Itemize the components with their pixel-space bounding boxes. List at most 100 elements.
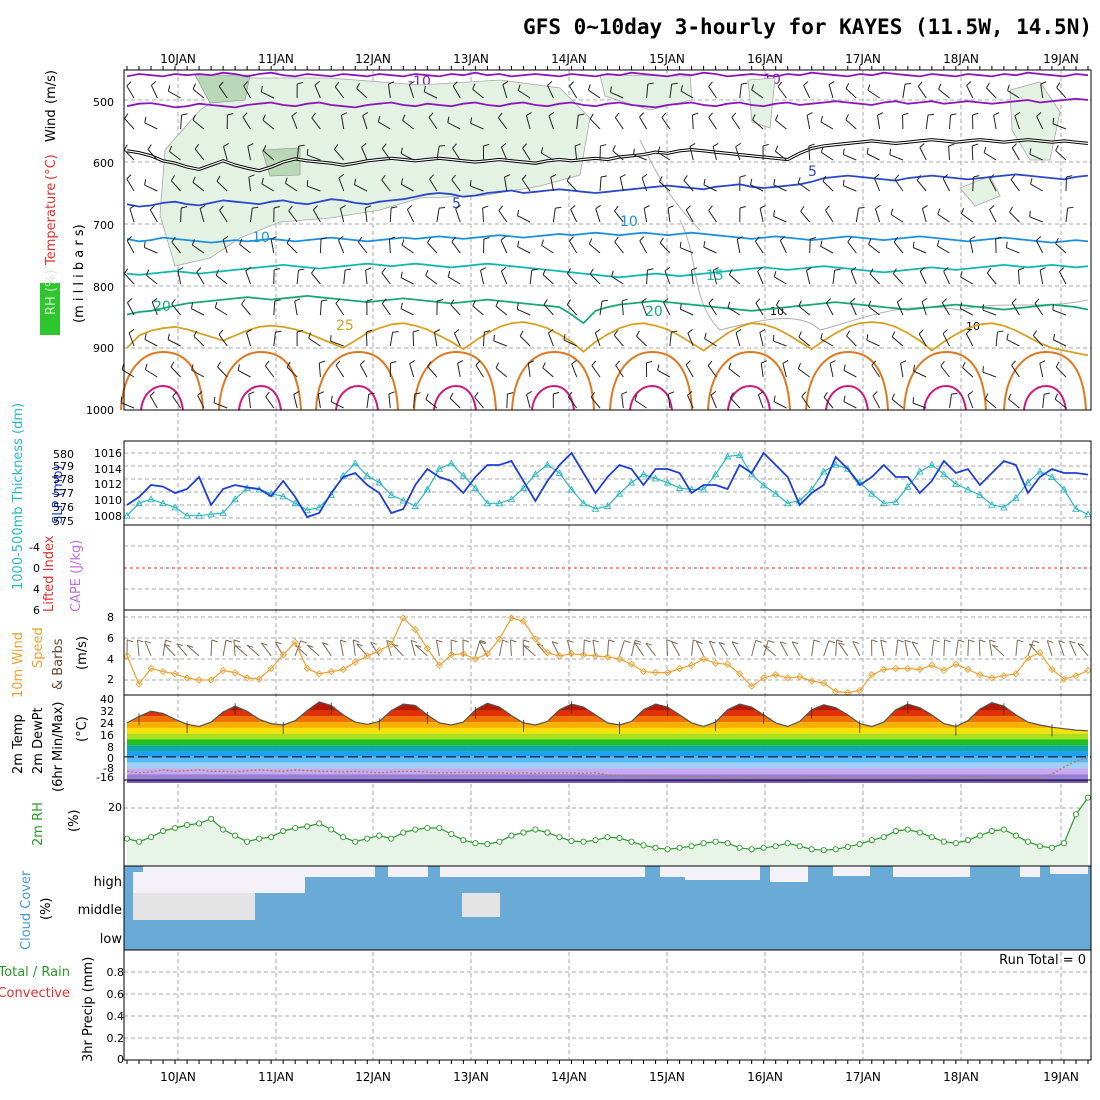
wind-barb-flag <box>270 236 277 240</box>
wind-barb-flag <box>1056 82 1061 88</box>
wind10m-barb <box>989 639 993 656</box>
wind-barb-flag <box>217 361 222 368</box>
wind-barb-flag <box>1007 84 1010 91</box>
wind-barb <box>144 184 158 192</box>
wind-barb-flag <box>297 81 304 85</box>
wind10m-barb <box>370 642 380 657</box>
wind10m-barb-flag <box>261 642 268 646</box>
wind-barb <box>872 395 881 409</box>
wind-barb-flag <box>392 331 399 333</box>
wind10m-speed-marker <box>255 675 263 683</box>
thickness-marker <box>135 499 143 507</box>
wind10m-barb <box>943 639 946 656</box>
wind10m-barb-flag <box>933 639 940 643</box>
wind10m-barb <box>391 643 404 657</box>
isotherm-35-line <box>629 384 673 411</box>
wind10m-barb <box>671 641 681 657</box>
wind-barb <box>311 117 321 130</box>
wind-barb-flag <box>798 331 802 338</box>
wind-barb <box>566 304 578 316</box>
wind-barb-flag <box>1054 393 1059 400</box>
wind-barb <box>335 303 345 316</box>
wind-barb-flag <box>997 330 1004 333</box>
wind-barb <box>727 307 741 316</box>
wind-barb-flag <box>1009 206 1013 213</box>
wind-barb-flag <box>294 298 301 302</box>
wind-barb-flag <box>330 395 333 402</box>
wind-barb-flag <box>1034 298 1040 304</box>
wind-barb-flag <box>1055 237 1059 244</box>
precip-total-label: Total / Rain <box>0 965 70 980</box>
wind10m-speed-marker <box>603 653 612 661</box>
wind10m-barb <box>645 642 656 657</box>
thickness-marker <box>892 497 900 505</box>
wind-barb-flag <box>797 177 801 184</box>
wind-barb <box>199 208 205 223</box>
temperature-unit-label: (°C) <box>44 154 59 180</box>
cloud-middle-patch <box>133 893 255 920</box>
wind-barb <box>569 240 578 254</box>
wind-barb-flag <box>452 81 458 87</box>
rh2m-marker <box>580 838 587 845</box>
wind-barb <box>1007 90 1020 99</box>
wind10m-speed-marker <box>615 655 624 663</box>
wind-barb <box>798 368 810 378</box>
wind-barb-flag <box>1011 298 1017 304</box>
wind-barb <box>1065 208 1069 223</box>
wind-barb-flag <box>611 270 614 277</box>
wind-barb-flag <box>633 148 635 155</box>
y-tick-label: 0 <box>117 1053 124 1066</box>
wind-barb-flag <box>877 112 884 116</box>
wind-barb <box>869 273 880 285</box>
isotherm-35-line <box>433 384 477 411</box>
wind10m-barb-flag <box>592 639 600 643</box>
wind10m-barb <box>176 643 188 657</box>
y-tick-label: 578 <box>53 473 74 486</box>
wind10m-barb-flag <box>510 639 517 643</box>
wind10m-barb-flag <box>211 639 218 643</box>
wind-barb-flag <box>713 267 719 271</box>
thickness-marker <box>819 467 828 475</box>
wind10m-barb <box>955 639 959 656</box>
wind-barb-flag <box>451 174 456 181</box>
wind-barb <box>960 276 974 285</box>
wind-barb-flag <box>1066 175 1073 178</box>
wind10m-speed-marker <box>579 651 588 659</box>
wind-barb <box>168 90 181 99</box>
wind-barb-flag <box>891 393 895 400</box>
isotherm-label: 25 <box>336 318 354 334</box>
wind10m-speed-marker <box>1036 649 1044 657</box>
wind-barb <box>334 149 345 161</box>
wind-barb-flag <box>298 144 305 147</box>
wind-barb <box>261 183 275 192</box>
bottom-date-label: 18JAN <box>943 1070 979 1084</box>
wind-barb <box>894 179 904 192</box>
wind-barb-flag <box>969 236 976 240</box>
wind-barb <box>986 272 997 285</box>
wind-barb-flag <box>589 113 594 120</box>
wind-barb-flag <box>439 145 446 147</box>
wind-barb-flag <box>1014 111 1021 117</box>
y-tick-label: -16 <box>96 771 114 784</box>
wind-barb-flag <box>334 144 339 150</box>
wind10m-barb <box>410 640 416 656</box>
wind10m-barb <box>474 640 481 656</box>
wind-barb-flag <box>758 390 764 396</box>
wind-barb <box>876 115 881 130</box>
top-date-label: 19JAN <box>1043 52 1079 66</box>
wind-barb-flag <box>414 392 421 395</box>
wind-barb <box>527 363 531 378</box>
isotherm-label: 20 <box>153 299 171 315</box>
wind-barb <box>993 115 997 130</box>
temp-color-band <box>127 710 1088 717</box>
wind-barb <box>218 86 228 99</box>
wind-barb-flag <box>948 143 955 147</box>
wind10m-barb <box>222 640 227 656</box>
rh2m-marker <box>196 820 203 827</box>
wind10m-speed-marker <box>363 652 371 660</box>
wind-barb-flag <box>614 112 620 118</box>
wind10m-barb-flag <box>871 639 878 643</box>
wind-barb <box>921 301 927 316</box>
